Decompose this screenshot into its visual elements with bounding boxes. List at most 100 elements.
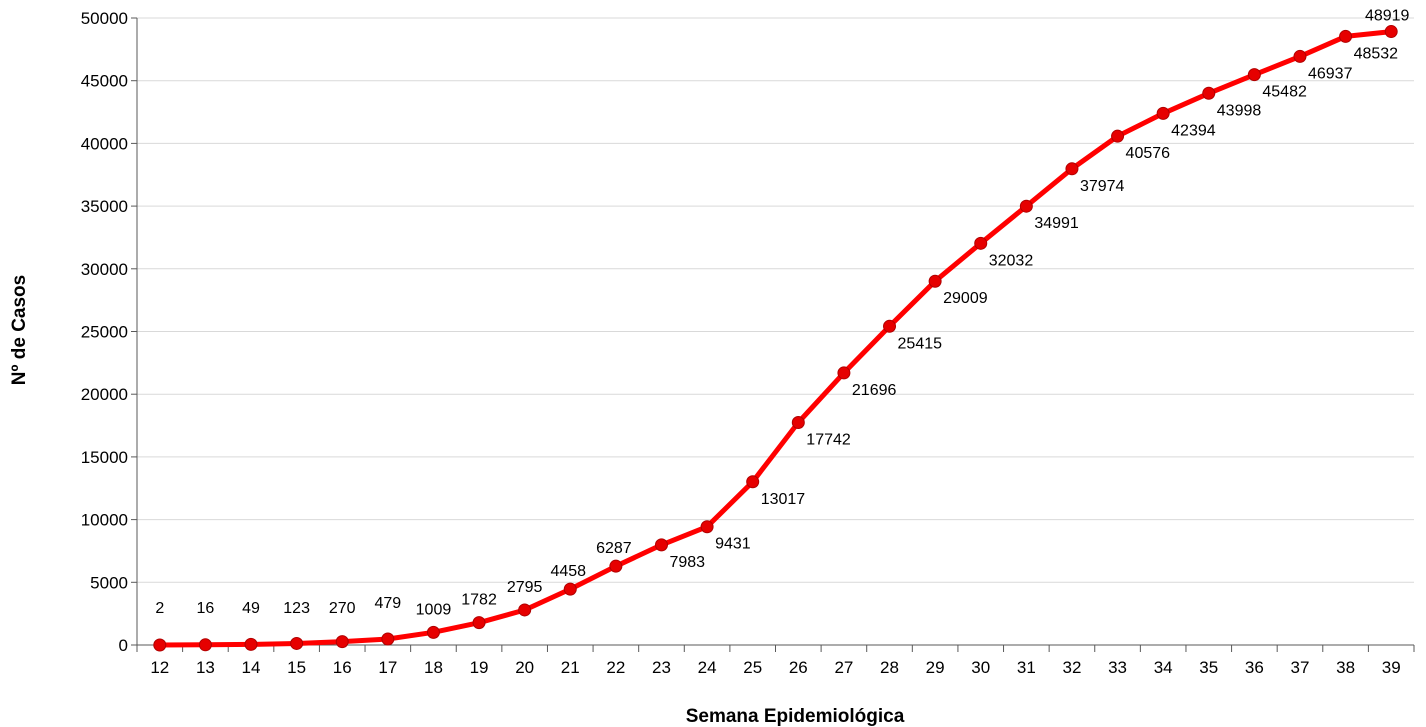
data-point [290,636,304,650]
data-point [1339,29,1353,43]
x-tick-label: 13 [196,658,215,677]
x-tick-label: 20 [515,658,534,677]
data-point [654,538,668,552]
x-tick-label: 35 [1199,658,1218,677]
y-tick-label: 10000 [81,511,128,530]
x-tick-label: 25 [743,658,762,677]
data-label: 21696 [852,382,897,399]
x-tick-label: 31 [1017,658,1036,677]
data-label: 1782 [461,592,497,609]
data-point [1019,199,1033,213]
x-tick-label: 18 [424,658,443,677]
data-label: 25415 [898,335,943,352]
data-label: 17742 [806,432,851,449]
data-label: 270 [329,600,356,617]
data-point [791,416,805,430]
x-tick-label: 27 [834,658,853,677]
y-tick-label: 45000 [81,72,128,91]
data-label: 2795 [507,579,543,596]
y-tick-label: 40000 [81,134,128,153]
data-point [472,616,486,630]
series-layer [153,25,1398,652]
series-line [157,29,1394,648]
data-label: 16 [197,600,215,617]
data-label: 45482 [1262,84,1307,101]
x-tick-label: 36 [1245,658,1264,677]
data-label: 123 [283,600,310,617]
x-tick-label: 14 [242,658,261,677]
x-tick-label: 30 [971,658,990,677]
x-tick-label: 33 [1108,658,1127,677]
data-point [1293,49,1307,63]
data-label: 9431 [715,536,751,553]
x-tick-label: 26 [789,658,808,677]
data-label: 2 [155,600,164,617]
x-tick-label: 21 [561,658,580,677]
x-tick-label: 37 [1291,658,1310,677]
data-label: 48919 [1365,8,1410,25]
data-point [153,638,167,652]
y-tick-label: 25000 [81,323,128,342]
y-tick-label: 5000 [90,573,128,592]
x-tick-label: 22 [606,658,625,677]
data-point [609,559,623,573]
x-axis-title: Semana Epidemiológica [686,706,905,727]
data-label: 49 [242,600,260,617]
data-label: 4458 [550,563,586,580]
x-tick-label: 16 [333,658,352,677]
x-tick-label: 24 [698,658,717,677]
x-tick-label: 28 [880,658,899,677]
data-label: 46937 [1308,65,1353,82]
data-point [335,635,349,649]
x-tick-label: 15 [287,658,306,677]
x-tick-label: 38 [1336,658,1355,677]
axes: 0 5000 10000 15000 20000 25000 30000 35000 40000… [81,9,1415,677]
y-tick-label: 15000 [81,448,128,467]
data-point [381,632,395,646]
data-point [928,274,942,288]
x-tick-label: 39 [1382,658,1401,677]
data-point [426,625,440,639]
x-tick-label: 12 [150,658,169,677]
data-point [837,366,851,380]
x-tick-label: 29 [926,658,945,677]
data-labels: 2 16 49 123 270 479 1009 1782 2795 4458 6287 7983 94… [155,8,1409,619]
y-tick-label: 30000 [81,260,128,279]
data-point [1156,106,1170,120]
data-point [883,319,897,333]
data-point [1111,129,1125,143]
data-label: 7983 [669,554,705,571]
data-label: 29009 [943,290,988,307]
data-label: 6287 [596,540,632,557]
x-tick-label: 23 [652,658,671,677]
x-tick-label: 17 [378,658,397,677]
data-label: 34991 [1034,215,1079,232]
data-label: 479 [374,595,401,612]
data-label: 43998 [1217,102,1262,119]
data-label: 40576 [1126,145,1171,162]
y-tick-label: 50000 [81,9,128,28]
data-point [518,603,532,617]
x-tick-label: 32 [1062,658,1081,677]
x-tick-label: 34 [1154,658,1173,677]
x-tick-label: 19 [470,658,489,677]
data-label: 1009 [416,601,452,618]
y-tick-label: 20000 [81,385,128,404]
data-point [746,475,760,489]
data-label: 37974 [1080,178,1125,195]
data-point [1384,25,1398,39]
data-point [1247,68,1261,82]
data-label: 13017 [761,491,806,508]
data-point [563,582,577,596]
y-axis-title: Nº de Casos [9,275,30,385]
data-point [244,637,258,651]
gridlines [137,17,1414,583]
data-point [700,520,714,534]
data-point [1202,86,1216,100]
data-point [198,638,212,652]
data-label: 48532 [1354,45,1399,62]
y-tick-label: 35000 [81,197,128,216]
data-point [1065,162,1079,176]
y-tick-label: 0 [119,636,128,655]
